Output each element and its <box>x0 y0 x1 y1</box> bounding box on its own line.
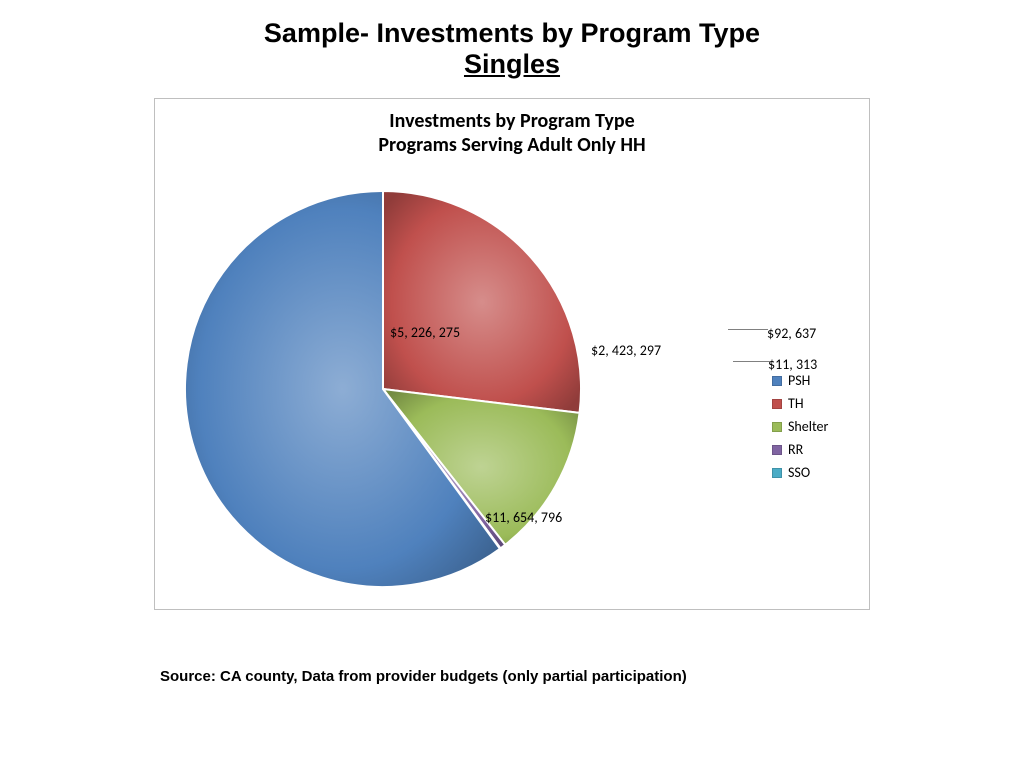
chart-title-line2: Programs Serving Adult Only HH <box>155 133 869 157</box>
chart-frame: Investments by Program Type Programs Ser… <box>154 98 870 610</box>
legend-item-th: TH <box>772 395 828 412</box>
legend: PSH TH Shelter RR SSO <box>772 372 828 487</box>
chart-title: Investments by Program Type Programs Ser… <box>155 99 869 157</box>
legend-label: RR <box>788 441 803 458</box>
legend-swatch <box>772 422 782 432</box>
data-label-rr: $92, 637 <box>767 325 816 342</box>
data-label-shelter: $2, 423, 297 <box>591 342 661 359</box>
pie-chart <box>165 171 601 607</box>
legend-label: SSO <box>788 464 810 481</box>
page-title-line2: Singles <box>0 49 1024 80</box>
page-title: Sample- Investments by Program Type Sing… <box>0 0 1024 80</box>
legend-swatch <box>772 445 782 455</box>
data-label-psh: $11, 654, 796 <box>485 509 562 526</box>
legend-swatch <box>772 468 782 478</box>
legend-item-sso: SSO <box>772 464 828 481</box>
legend-label: PSH <box>788 372 810 389</box>
data-label-th: $5, 226, 275 <box>390 324 460 341</box>
legend-item-rr: RR <box>772 441 828 458</box>
data-label-sso: $11, 313 <box>768 356 817 373</box>
legend-label: TH <box>788 395 804 412</box>
legend-swatch <box>772 399 782 409</box>
legend-item-psh: PSH <box>772 372 828 389</box>
legend-swatch <box>772 376 782 386</box>
legend-item-shelter: Shelter <box>772 418 828 435</box>
source-caption: Source: CA county, Data from provider bu… <box>160 668 687 685</box>
leader-line <box>728 329 768 330</box>
pie-slice-th <box>383 191 581 413</box>
page-title-line1: Sample- Investments by Program Type <box>0 18 1024 49</box>
chart-title-line1: Investments by Program Type <box>155 109 869 133</box>
leader-line <box>733 361 770 362</box>
legend-label: Shelter <box>788 418 828 435</box>
